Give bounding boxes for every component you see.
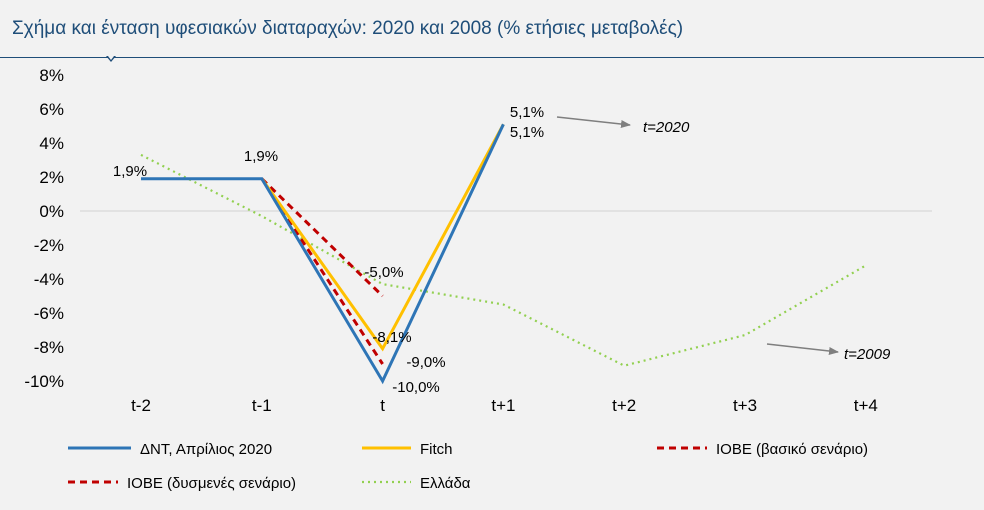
y-tick-label: 2% <box>39 168 64 187</box>
y-tick-label: 4% <box>39 134 64 153</box>
series-line <box>141 123 505 385</box>
x-tick-label: t+2 <box>612 396 636 415</box>
y-tick-label: 6% <box>39 100 64 119</box>
legend-label: Ελλάδα <box>420 475 471 492</box>
legend-label: ΙΟΒΕ (δυσμενές σενάριο) <box>127 475 296 492</box>
title-divider <box>0 57 984 58</box>
chart-title: Σχήμα και ένταση υφεσιακών διαταραχών: 2… <box>12 18 684 39</box>
annotation-arrow <box>766 343 839 355</box>
data-label: -9,0% <box>406 354 445 371</box>
annotation-label: t=2009 <box>844 346 891 363</box>
y-tick-label: -4% <box>34 270 64 289</box>
y-tick-label: -2% <box>34 236 64 255</box>
series-line <box>260 177 384 298</box>
y-tick-label: -10% <box>24 372 64 391</box>
data-label: -10,0% <box>392 379 440 396</box>
x-tick-label: t+3 <box>733 396 757 415</box>
y-tick-label: 8% <box>39 66 64 85</box>
x-tick-label: t-2 <box>131 396 151 415</box>
data-label: 5,1% <box>510 104 544 121</box>
x-tick-label: t+1 <box>491 396 515 415</box>
x-tick-label: t <box>380 396 385 415</box>
y-tick-label: -6% <box>34 304 64 323</box>
annotations: t=2020 t=2009 <box>556 116 891 363</box>
title-divider-notch-inner <box>107 56 114 60</box>
legend-label: ΙΟΒΕ (βασικό σενάριο) <box>716 441 868 458</box>
series-line <box>260 123 505 352</box>
annotation-arrow <box>556 116 631 128</box>
y-tick-label: -8% <box>34 338 64 357</box>
data-label: -5,0% <box>364 264 403 281</box>
legend: ΔΝΤ, Απρίλιος 2020 Fitch ΙΟΒΕ (βασικό σενά… <box>68 441 868 492</box>
legend-label: ΔΝΤ, Απρίλιος 2020 <box>140 441 272 458</box>
legend-label: Fitch <box>420 441 453 458</box>
data-label: -8,1% <box>372 329 411 346</box>
x-tick-label: t+4 <box>854 396 878 415</box>
x-tick-label: t-1 <box>252 396 272 415</box>
y-axis: 8% 6% 4% 2% 0% -2% -4% -6% -8% -10% <box>24 66 64 391</box>
y-tick-label: 0% <box>39 202 64 221</box>
series-line <box>140 153 867 367</box>
data-label: 5,1% <box>510 124 544 141</box>
data-label: 1,9% <box>244 148 278 165</box>
series-layer <box>140 123 867 385</box>
data-label: 1,9% <box>113 163 147 180</box>
x-axis: t-2 t-1 t t+1 t+2 t+3 t+4 <box>131 396 878 415</box>
annotation-label: t=2020 <box>643 119 690 136</box>
data-labels: 1,9% 1,9% -5,0% -8,1% -9,0% -10,0% 5,1% 5,1% <box>113 104 544 396</box>
